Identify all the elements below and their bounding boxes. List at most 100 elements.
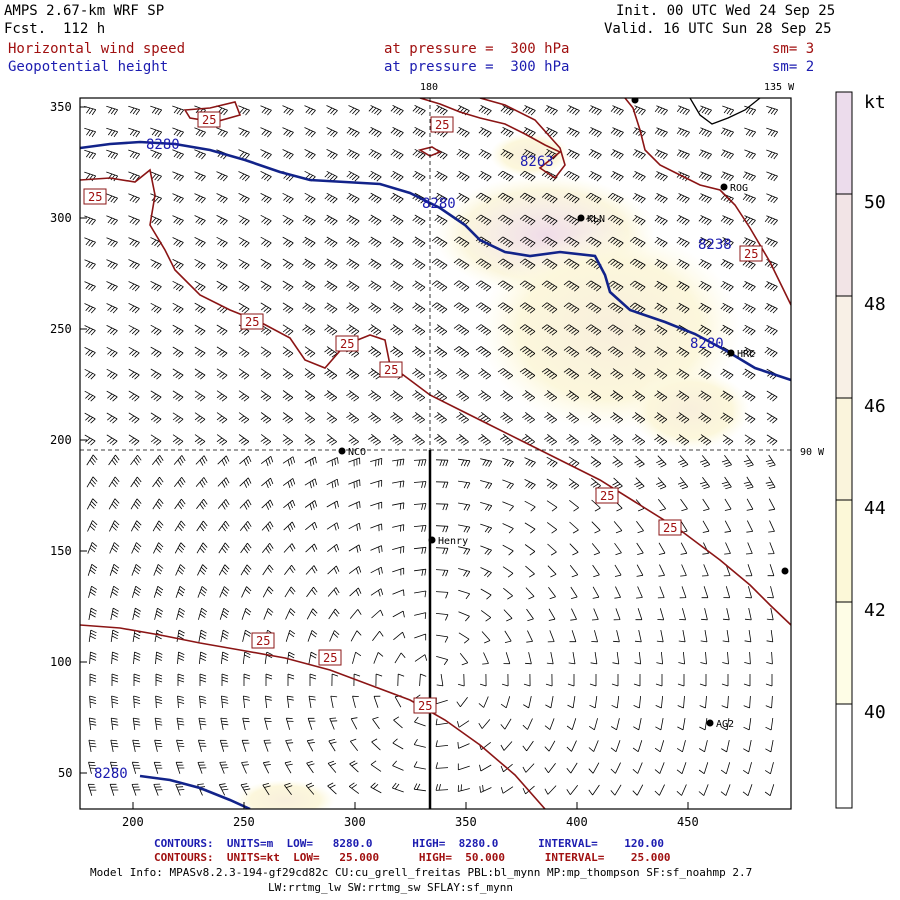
wind-barb xyxy=(106,281,118,292)
wind-barb xyxy=(198,739,207,752)
wind-barb xyxy=(541,192,558,204)
wind-barb xyxy=(240,564,252,576)
wind-barb xyxy=(541,214,558,226)
station-kln: KLN xyxy=(577,214,605,225)
wind-barb xyxy=(698,390,712,402)
wind-barb xyxy=(172,149,184,160)
wind-barb xyxy=(324,302,338,314)
wind-barb xyxy=(353,673,361,687)
wind-barb xyxy=(456,126,470,138)
colorbar-label: 40 xyxy=(864,702,886,723)
wind-barb xyxy=(150,171,162,182)
wind-barb xyxy=(724,520,732,533)
wind-barb xyxy=(522,785,535,795)
wind-barb xyxy=(676,193,690,204)
wind-barb xyxy=(241,586,252,598)
wind-barb xyxy=(633,718,642,731)
wind-barb xyxy=(519,214,536,226)
wind-barb xyxy=(150,149,162,160)
wind-barb xyxy=(412,411,425,424)
wind-barb xyxy=(434,192,448,204)
wind-barb xyxy=(699,455,711,468)
wind-barb xyxy=(282,258,294,270)
wind-barb xyxy=(676,346,690,358)
wind-barb xyxy=(198,607,208,620)
wind-barb xyxy=(368,324,382,336)
wind-barb xyxy=(239,455,252,466)
wind-barb xyxy=(456,389,470,402)
wind-barb xyxy=(698,105,712,116)
wind-barb xyxy=(324,258,338,270)
wind-barb xyxy=(194,280,206,292)
wind-barb xyxy=(287,673,295,686)
wind-barb xyxy=(197,761,207,774)
y-tick-label: 100 xyxy=(50,655,72,669)
wind-barb xyxy=(150,105,163,116)
wind-barb xyxy=(764,303,778,314)
wind-barb xyxy=(155,673,163,686)
wind-barb xyxy=(519,258,536,270)
wind-barb xyxy=(152,520,164,532)
wind-barb xyxy=(566,718,577,731)
wind-barb xyxy=(698,762,709,775)
wind-barb xyxy=(634,630,642,643)
wind-barb xyxy=(524,544,536,556)
wind-barb xyxy=(743,718,752,731)
wind-barb xyxy=(720,149,734,160)
colorbar-segment-48 xyxy=(836,194,852,296)
wind-barb xyxy=(478,368,492,380)
wind-barb xyxy=(219,586,230,598)
wind-barb xyxy=(88,717,97,731)
wind-barb xyxy=(456,433,469,446)
wind-barb xyxy=(302,258,316,270)
wind-barb xyxy=(502,523,514,534)
wind-barb xyxy=(457,742,470,749)
wind-barb xyxy=(614,542,622,556)
wind-barb xyxy=(176,717,185,730)
wind-barb xyxy=(413,738,426,748)
wind-barb xyxy=(370,588,384,597)
wind-barb xyxy=(150,390,162,402)
wind-barb xyxy=(677,695,685,709)
wind-barb xyxy=(84,347,96,358)
wind-barb xyxy=(260,434,272,446)
wind-barb xyxy=(742,346,756,358)
wind-barb xyxy=(479,784,492,793)
wind-barb xyxy=(566,762,578,774)
isotach-label: 25 xyxy=(739,245,763,262)
wind-barb xyxy=(503,652,511,665)
wind-barb xyxy=(434,346,448,358)
wind-barb xyxy=(434,411,447,424)
wind-barb xyxy=(216,127,228,138)
wind-barb xyxy=(478,719,491,729)
wind-barb xyxy=(764,784,775,797)
wind-barb xyxy=(588,718,598,731)
wind-barb xyxy=(592,564,600,578)
wind-barb xyxy=(218,564,230,576)
wind-barb xyxy=(390,302,404,314)
wind-barb xyxy=(128,259,140,270)
wind-barb xyxy=(680,564,687,577)
wind-barb xyxy=(392,458,405,467)
wind-barb xyxy=(260,346,272,358)
wind-barb xyxy=(306,608,318,620)
wind-barb xyxy=(194,368,206,380)
wind-barb xyxy=(434,170,448,182)
wind-barb xyxy=(698,193,712,204)
wind-barb xyxy=(348,433,359,446)
wind-barb xyxy=(84,127,97,138)
wind-barb xyxy=(220,717,229,730)
wind-barb xyxy=(742,762,752,775)
wind-barb xyxy=(478,433,491,446)
wind-barb xyxy=(392,760,404,771)
wind-barb xyxy=(260,280,272,292)
wind-barb xyxy=(349,760,359,773)
wind-barb xyxy=(766,105,779,116)
svg-text:25: 25 xyxy=(323,651,337,665)
wind-barb xyxy=(282,412,294,424)
wind-barb xyxy=(720,171,734,182)
wind-barb xyxy=(238,105,250,116)
wind-barb xyxy=(764,324,778,336)
wind-barb xyxy=(282,478,296,489)
wind-barb xyxy=(263,608,274,620)
